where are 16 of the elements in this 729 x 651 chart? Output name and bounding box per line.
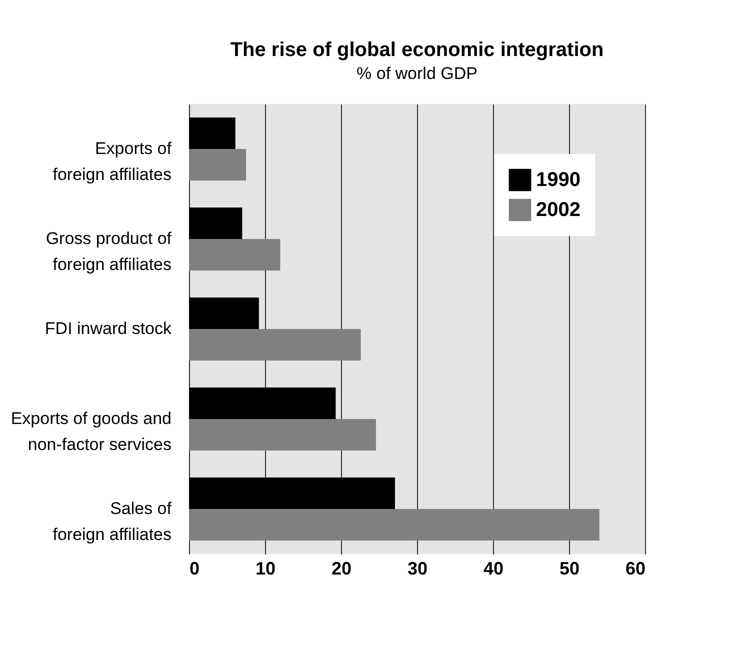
- chart-subtitle: % of world GDP: [356, 64, 478, 83]
- y-tick-label: Exports of foreign affiliates: [52, 139, 172, 184]
- y-tick-label: Exports of goods and non-factor services: [10, 409, 172, 454]
- y-tick-label: Gross product of foreign affiliates: [46, 229, 172, 274]
- y-tick-label: Sales of foreign affiliates: [52, 499, 172, 544]
- legend-label: 2002: [536, 199, 580, 221]
- chart-title: The rise of global economic integration: [230, 39, 604, 61]
- x-tick-label: 0: [190, 558, 200, 578]
- x-tick-label: 50: [559, 558, 580, 578]
- x-tick-label: 10: [255, 558, 276, 578]
- x-tick-label: 60: [625, 558, 646, 578]
- legend-label: 1990: [536, 169, 580, 191]
- x-tick-label: 30: [407, 558, 428, 578]
- x-tick-label: 40: [483, 558, 504, 578]
- y-tick-label: FDI inward stock: [44, 319, 172, 338]
- x-tick-label: 20: [331, 558, 352, 578]
